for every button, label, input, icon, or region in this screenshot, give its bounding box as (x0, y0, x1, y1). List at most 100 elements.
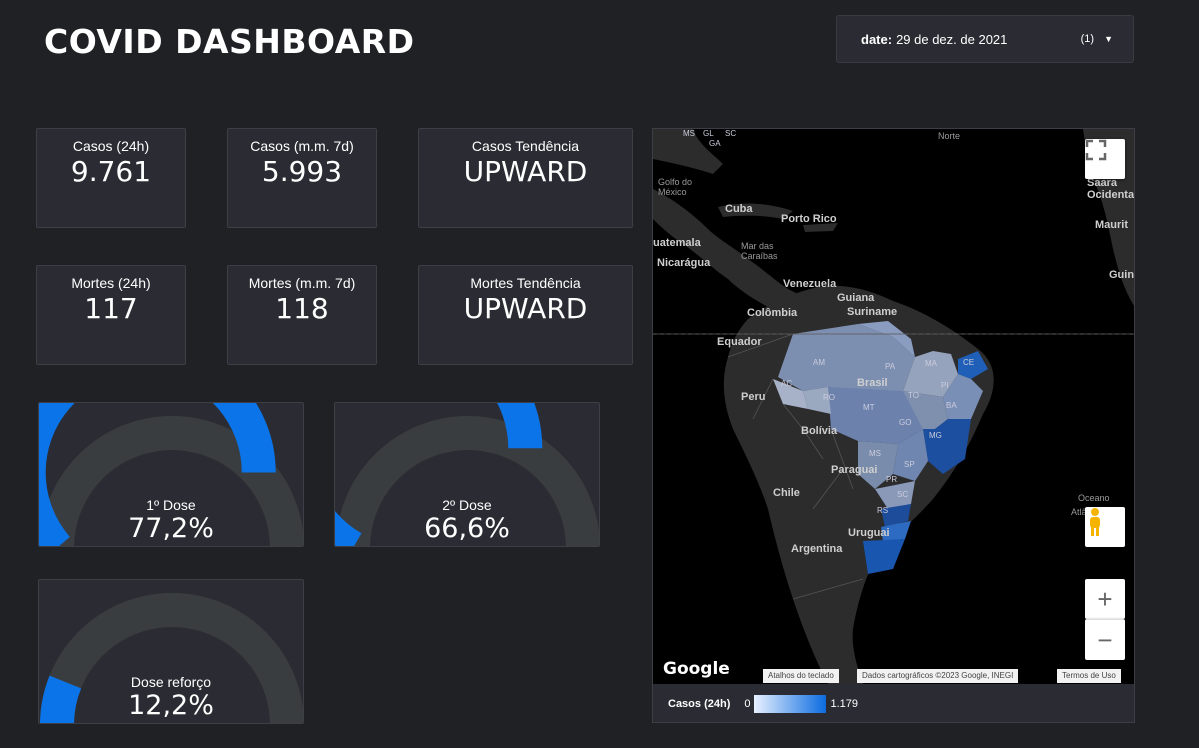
map-card: Norte Golfo do México Cuba Porto Rico ua… (652, 128, 1135, 723)
map-state-label: SC (897, 490, 909, 499)
map-label: Suriname (847, 306, 898, 318)
kpi-label: Casos (m.m. 7d) (250, 138, 354, 154)
map-state-label: RO (823, 393, 835, 402)
kpi-deaths-24h: Mortes (24h) 117 (36, 265, 186, 365)
map-state-label: BA (946, 401, 957, 410)
gauge-fill (39, 403, 276, 546)
map-legend: Casos (24h) 0 1.179 (653, 684, 1134, 722)
map-state-label: AC (781, 379, 793, 388)
fullscreen-button[interactable] (1085, 139, 1125, 179)
kpi-label: Casos (24h) (72, 138, 150, 154)
map-label: Nicarágua (657, 257, 711, 269)
kpi-label: Mortes (24h) (71, 275, 151, 291)
gauge-label: Dose reforço (130, 674, 212, 690)
legend-min: 0 (744, 698, 751, 710)
gauge-value: 77,2% (128, 513, 214, 544)
map-canvas[interactable]: Norte Golfo do México Cuba Porto Rico ua… (653, 129, 1135, 684)
map-state-label: MA (925, 359, 937, 368)
map-label: uatemala (653, 237, 701, 249)
map-state-label: MS (683, 129, 695, 138)
gauge-chart (40, 593, 303, 723)
kpi-deaths-mm7: Mortes (m.m. 7d) 118 (227, 265, 377, 365)
map-state-label: GA (709, 139, 721, 148)
pegman-icon (1090, 508, 1100, 536)
kpi-cases-mm7: Casos (m.m. 7d) 5.993 (227, 128, 377, 228)
kpi-deaths-trend: Mortes Tendência UPWARD (418, 265, 633, 365)
gauge-chart (335, 403, 599, 546)
map-state-label: AM (813, 358, 825, 367)
map-label: Uruguai (848, 527, 890, 539)
map-state-label: PA (885, 362, 896, 371)
gauge-track (40, 593, 303, 723)
legend-title: Casos (24h) (668, 698, 731, 710)
map-state-label: RS (877, 506, 889, 515)
map-label: Paraguai (831, 464, 878, 476)
gauge-track (40, 416, 303, 546)
kpi-label: Mortes Tendência (470, 275, 581, 291)
pegman-button[interactable] (1085, 507, 1125, 547)
gauge-dose1: 1º Dose 77,2% (38, 402, 304, 547)
kpi-value: UPWARD (463, 292, 588, 325)
zoom-out-button[interactable]: − (1085, 619, 1125, 660)
chevron-down-icon[interactable]: ▼ (1104, 34, 1113, 44)
gauge-booster: Dose reforço 12,2% (38, 579, 304, 724)
gauge-dose2: 2º Dose 66,6% (334, 402, 600, 547)
kpi-label: Casos Tendência (471, 138, 580, 154)
legend-gradient (754, 695, 827, 713)
map-state-label: MT (863, 403, 875, 412)
gauge-value: 66,6% (424, 513, 510, 544)
map-label: Oceano (1078, 493, 1110, 503)
map-label: Bolívia (801, 425, 838, 437)
date-filter[interactable]: date: 29 de dez. de 2021 (1) ▼ (836, 15, 1134, 63)
legend-max: 1.179 (830, 698, 859, 710)
gauge-chart (39, 403, 303, 546)
map-label: Argentina (791, 543, 843, 555)
map-state-label: PI (941, 381, 949, 390)
gauge-label: 2º Dose (442, 497, 492, 513)
map-state-label: GL (703, 129, 714, 138)
gauge-fill (40, 675, 82, 723)
map-label: Golfo do México (658, 177, 693, 197)
map-state-label: SC (725, 129, 737, 138)
keyboard-shortcuts-link[interactable]: Atalhos do teclado (763, 669, 839, 683)
map-label: Chile (773, 487, 800, 499)
map-label: Guin (1109, 269, 1135, 281)
google-logo: Google (663, 659, 730, 679)
gauge-track (336, 416, 599, 546)
map-label: Porto Rico (781, 213, 837, 225)
map-label: Equador (717, 336, 762, 348)
fullscreen-icon (1085, 139, 1107, 161)
gauge-value: 12,2% (128, 690, 214, 721)
map-label: Venezuela (783, 278, 837, 290)
map-label: Mar das Caraíbas (741, 241, 778, 261)
map-label: Saara Ocidenta (1087, 177, 1135, 201)
map-label: Atlân (1071, 507, 1092, 517)
date-filter-label: date: (861, 31, 893, 47)
map-label: Peru (741, 391, 766, 403)
map-label: Maurit (1095, 219, 1128, 231)
kpi-cases-trend: Casos Tendência UPWARD (418, 128, 633, 228)
map-state-label: MS (869, 449, 881, 458)
kpi-cases-24h: Casos (24h) 9.761 (36, 128, 186, 228)
terms-link[interactable]: Termos de Uso (1057, 669, 1121, 683)
map-geography (653, 129, 1134, 684)
zoom-in-button[interactable]: + (1085, 579, 1125, 619)
map-state-label: CE (963, 358, 975, 367)
gauge-label: 1º Dose (146, 497, 196, 513)
map-data-attribution: Dados cartográficos ©2023 Google, INEGI (857, 669, 1019, 683)
map-state-label: MG (929, 431, 942, 440)
kpi-value: 9.761 (70, 155, 152, 188)
map-label: Guiana (837, 292, 875, 304)
map-label: Norte (938, 131, 961, 141)
kpi-value: UPWARD (463, 155, 588, 188)
map-label: Brasil (857, 377, 888, 389)
dashboard-title: COVID DASHBOARD (44, 22, 415, 61)
map-state-label: SP (904, 460, 915, 469)
date-filter-value: 29 de dez. de 2021 (896, 31, 1008, 47)
kpi-value: 5.993 (261, 155, 343, 188)
map-state-label: PR (886, 475, 898, 484)
map-state-label: GO (899, 418, 912, 427)
map-label: Cuba (725, 203, 753, 215)
map-label: Colômbia (747, 307, 798, 319)
kpi-value: 118 (275, 292, 329, 325)
